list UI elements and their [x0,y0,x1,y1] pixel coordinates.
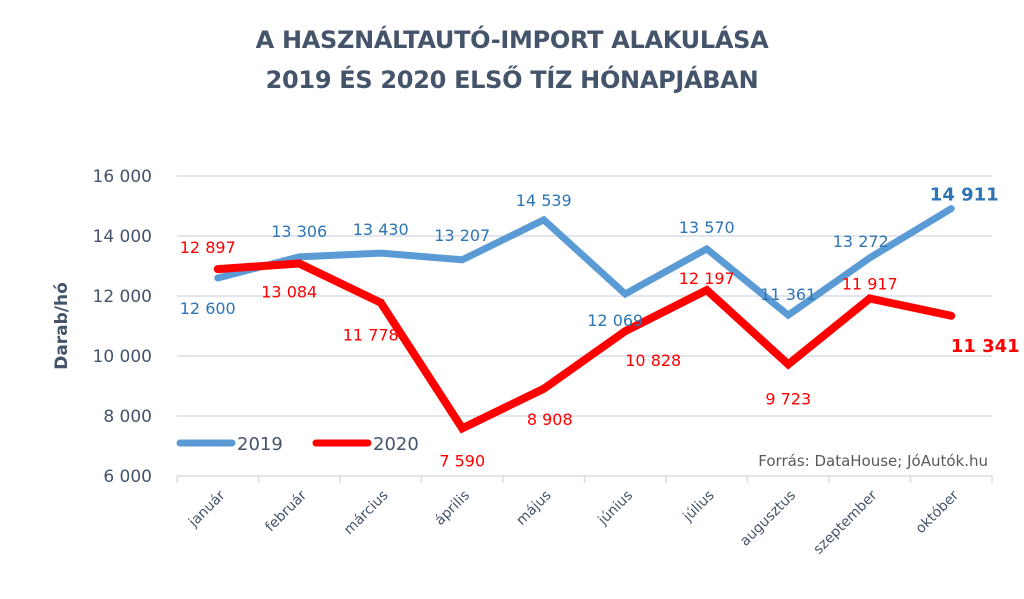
x-tick-label: június [595,488,637,530]
chart-title: A HASZNÁLTAUTÓ-IMPORT ALAKULÁSA [255,26,769,54]
data-label-2020: 8 908 [527,410,573,429]
y-axis-ticks: 16 000 14 000 12 000 10 000 8 000 6 000 [93,167,152,487]
legend-label-2019: 2019 [237,434,283,455]
data-label-2019: 13 570 [679,218,735,237]
y-tick-label: 14 000 [93,227,152,247]
data-label-2020: 11 778 [343,326,399,345]
y-axis-label: Darab/hó [52,282,72,370]
data-label-2019: 13 430 [353,220,409,239]
data-label-2020: 11 917 [842,274,898,293]
data-label-2019: 14 911 [930,185,999,206]
data-label-2020: 7 590 [439,451,485,470]
data-label-2019: 14 539 [516,191,572,210]
data-label-2019: 13 272 [833,232,889,251]
data-label-2020: 11 341 [951,336,1020,357]
x-tick-label: május [513,488,554,529]
x-tick-label: október [913,487,963,537]
data-label-2019: 12 600 [180,299,236,318]
series-line-2020 [213,259,956,434]
data-label-2019: 12 069 [587,311,643,330]
data-label-2020: 13 084 [261,282,317,301]
x-tick-label: február [262,487,310,535]
data-label-2019: 11 361 [760,285,816,304]
x-axis: január február március április május június jú… [176,475,993,558]
y-tick-label: 10 000 [93,347,152,367]
data-label-2019: 13 306 [271,222,327,241]
x-tick-label: március [341,488,392,539]
series-lines [213,205,956,434]
y-tick-label: 8 000 [103,407,152,427]
x-tick-label: szeptember [810,487,880,557]
series-line-2019 [214,205,955,320]
chart-subtitle: 2019 ÉS 2020 ELSŐ TÍZ HÓNAPJÁBAN [265,66,759,94]
legend-label-2020: 2020 [373,434,419,455]
y-tick-label: 6 000 [103,467,152,487]
x-tick-label: július [680,488,718,526]
data-label-2020: 10 828 [625,351,681,370]
source-note: Forrás: DataHouse; JóAutók.hu [758,452,988,470]
x-tick-label: augusztus [737,488,799,550]
gridlines [177,175,992,417]
data-label-2020: 12 897 [180,238,236,257]
data-labels: 12 600 13 306 13 430 13 207 14 539 12 069 13 5… [180,185,1020,471]
x-tick-label: április [432,488,473,529]
data-label-2020: 9 723 [765,389,811,408]
legend: 2019 2020 [176,434,419,455]
y-tick-label: 16 000 [93,167,152,187]
x-tick-label: január [185,487,229,531]
data-label-2019: 13 207 [434,226,490,245]
data-label-2020: 12 197 [679,269,735,288]
y-tick-label: 12 000 [93,287,152,307]
